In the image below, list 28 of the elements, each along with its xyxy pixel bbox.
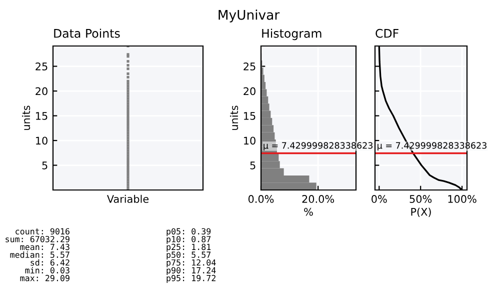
text: p05: 0.39 p10: 0.87 p25: 1.81 p50: 5.57 p75: 12.04 p90: 17.24 p95: 19.72 — [166, 228, 216, 283]
x-tick-label: Variable — [106, 194, 149, 203]
chart-title: Data Points — [54, 28, 120, 38]
y-axis-title: units — [230, 106, 238, 130]
y-tick-label: 25 — [244, 62, 256, 70]
x-axis-title: P(X) — [411, 208, 431, 218]
y-tick-label: 5 — [250, 162, 256, 170]
y-tick-label: 10 — [36, 136, 48, 145]
text: MyUnivar — [218, 10, 280, 22]
y-tick-label: 5 — [42, 162, 48, 170]
y-tick-label: 25 — [36, 62, 48, 70]
x-tick-label: 100% — [448, 195, 476, 203]
y-tick-label: 10 — [244, 136, 256, 145]
chart-title: CDF — [376, 28, 398, 38]
x-tick-label: 50% — [410, 195, 432, 203]
x-tick-label: 0.0% — [248, 195, 274, 203]
chart-title: Histogram — [262, 28, 322, 40]
x-tick-label: 20.0% — [302, 195, 334, 203]
text: count: 9016 sum: 67032.29 mean: 7.43 median: 5.57 sd: 6.42 min: 0.03 max: 29.09 — [6, 228, 70, 282]
x-tick-label: 0% — [372, 195, 387, 203]
ref-line-label: μ = 7.429999828338623 — [378, 142, 486, 150]
y-tick-label: 20 — [244, 87, 256, 96]
y-axis-title: units — [22, 106, 30, 130]
ref-line-label: μ = 7.429999828338623 — [264, 142, 373, 150]
y-tick-label: 15 — [244, 112, 256, 120]
x-axis-title: % — [304, 208, 313, 216]
y-tick-label: 15 — [36, 112, 48, 120]
y-tick-label: 20 — [36, 87, 48, 96]
